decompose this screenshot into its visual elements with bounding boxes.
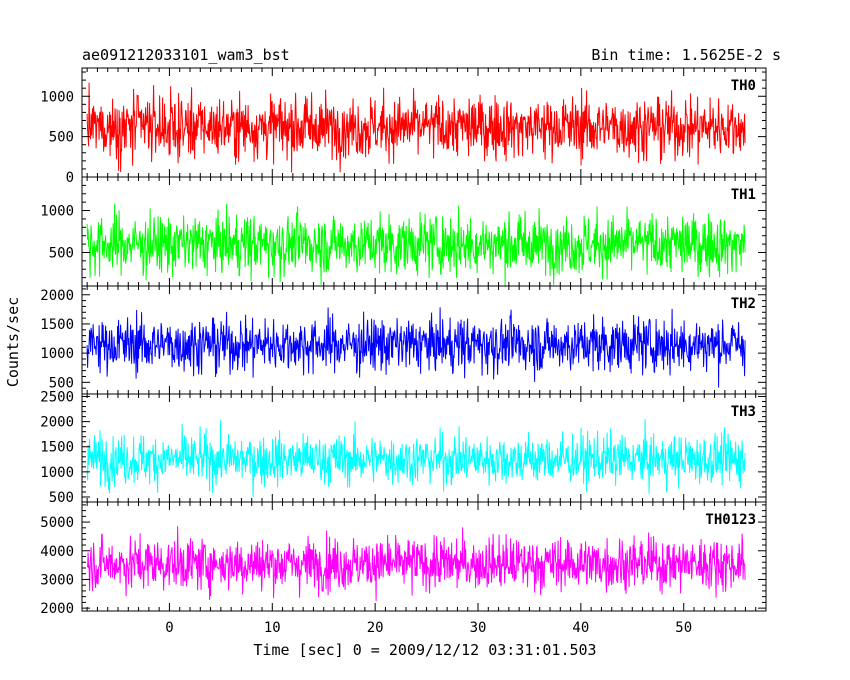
panel-label-th0123: TH0123 [705,512,756,528]
x-tick-label: 30 [470,620,487,636]
panel-th2: 500 1000 1500 2000 TH2 [40,285,767,395]
y-tick-label: 1000 [40,465,74,481]
y-tick-label: 4000 [40,544,74,560]
y-tick-label: 1500 [40,317,74,333]
y-tick-label: 500 [49,130,74,146]
x-tick-label: 50 [675,620,692,636]
y-tick-label: 2000 [40,415,74,431]
panel-label-th3: TH3 [731,404,756,420]
x-tick-label: 40 [572,620,589,636]
panel-label-th2: TH2 [731,296,756,312]
y-tick-label: 2000 [40,601,74,617]
panel-th3: 500 1000 1500 2000 2500 TH3 [40,390,767,506]
series-line-th3 [86,419,746,497]
bin-time-label: Bin time: 1.5625E-2 s [591,46,781,64]
y-tick-label: 2000 [40,288,74,304]
y-tick-label: 1000 [40,346,74,362]
x-tick-label: 0 [165,620,173,636]
x-tick-label: 20 [367,620,384,636]
y-tick-label: 1000 [40,89,74,105]
x-tick-label: 10 [264,620,281,636]
y-tick-label: 500 [49,245,74,261]
panel-label-th1: TH1 [731,187,756,203]
panel-th0: 0 500 1000 TH0 [40,67,767,186]
chart-title: ae091212033101_wam3_bst [82,46,290,64]
y-tick-label: 2500 [40,390,74,406]
series-line-th0 [86,82,746,173]
y-tick-label: 5000 [40,515,74,531]
series-line-th2 [86,307,746,388]
panel-th0123: 2000 3000 4000 5000 TH0123 [40,501,767,617]
x-axis-label: Time [sec] 0 = 2009/12/12 03:31:01.503 [253,641,596,659]
y-tick-label: 1500 [40,440,74,456]
series-line-th0123 [86,526,746,602]
panel-th1: 500 1000 TH1 [40,176,767,287]
y-axis-label: Counts/sec [4,297,22,387]
series-line-th1 [86,203,746,286]
y-tick-label: 0 [66,170,74,186]
y-tick-label: 500 [49,490,74,506]
y-tick-label: 3000 [40,572,74,588]
panels-group: 05001000TH05001000TH1500100015002000TH25… [40,67,767,636]
y-tick-label: 500 [49,375,74,391]
y-tick-label: 1000 [40,204,74,220]
panel-label-th0: TH0 [731,78,756,94]
